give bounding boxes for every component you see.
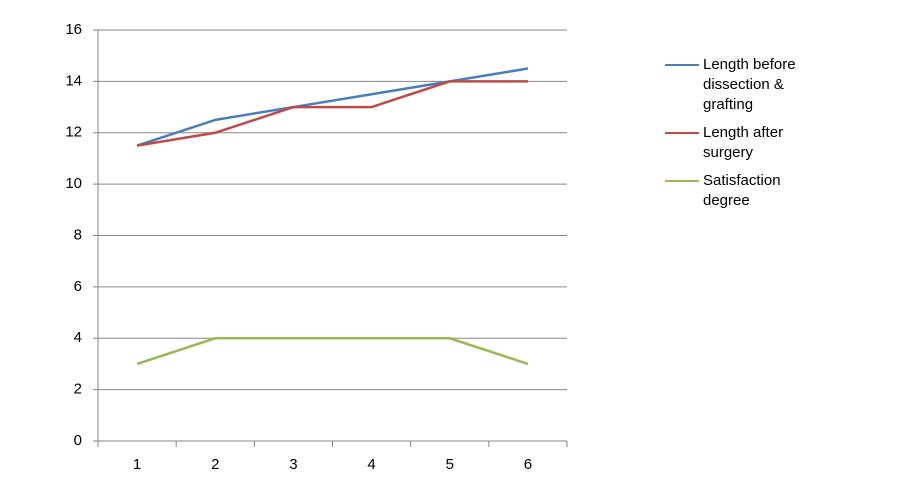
x-tick-label: 6 bbox=[524, 456, 532, 473]
x-tick-label: 4 bbox=[367, 456, 375, 473]
series-line bbox=[136, 80, 528, 147]
x-tick-label: 2 bbox=[211, 456, 219, 473]
legend-label: Length after surgery bbox=[703, 124, 784, 161]
legend-swatch bbox=[665, 132, 699, 134]
series-line bbox=[136, 337, 529, 366]
legend-swatch bbox=[665, 180, 699, 182]
x-tick-label: 5 bbox=[446, 456, 454, 473]
y-tick-label: 16 bbox=[65, 21, 82, 38]
y-tick-label: 14 bbox=[65, 72, 82, 89]
legend-swatch bbox=[665, 64, 699, 66]
legend-entry: Satisfaction degree bbox=[665, 171, 845, 211]
y-tick-label: 12 bbox=[65, 124, 82, 141]
y-tick-label: 6 bbox=[74, 278, 82, 295]
legend-label: Length before dissection & grafting bbox=[703, 56, 796, 113]
x-tick-label: 1 bbox=[133, 456, 141, 473]
legend: Length before dissection & grafting Lengt… bbox=[665, 55, 845, 219]
legend-entry: Length after surgery bbox=[665, 123, 845, 163]
y-tick-label: 2 bbox=[74, 381, 82, 398]
x-tick-label: 3 bbox=[289, 456, 297, 473]
legend-entry: Length before dissection & grafting bbox=[665, 55, 845, 115]
legend-label: Satisfaction degree bbox=[703, 172, 781, 209]
y-tick-label: 8 bbox=[74, 226, 82, 243]
series-line bbox=[136, 67, 529, 147]
y-tick-label: 10 bbox=[65, 175, 82, 192]
y-tick-label: 0 bbox=[74, 432, 82, 449]
y-tick-label: 4 bbox=[74, 329, 82, 346]
